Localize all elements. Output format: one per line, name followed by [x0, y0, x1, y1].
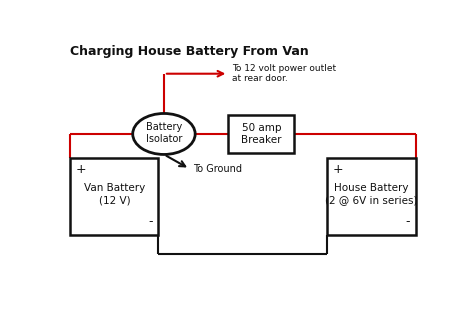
Bar [70, 158, 158, 235]
Circle shape [133, 114, 195, 154]
Text: +: + [76, 163, 86, 176]
Text: -: - [406, 215, 410, 228]
Text: To Ground: To Ground [193, 164, 242, 174]
Text: 50 amp
Breaker: 50 amp Breaker [241, 123, 282, 145]
Text: To 12 volt power outlet
at rear door.: To 12 volt power outlet at rear door. [232, 64, 336, 83]
Text: Van Battery
(12 V): Van Battery (12 V) [84, 183, 145, 205]
Text: House Battery
(2 @ 6V in series): House Battery (2 @ 6V in series) [325, 183, 418, 205]
Text: Charging House Battery From Van: Charging House Battery From Van [70, 45, 309, 58]
Text: Battery
Isolator: Battery Isolator [146, 122, 182, 144]
Text: -: - [148, 215, 153, 228]
Bar [328, 158, 416, 235]
Bar [228, 115, 294, 153]
Text: +: + [333, 163, 344, 176]
